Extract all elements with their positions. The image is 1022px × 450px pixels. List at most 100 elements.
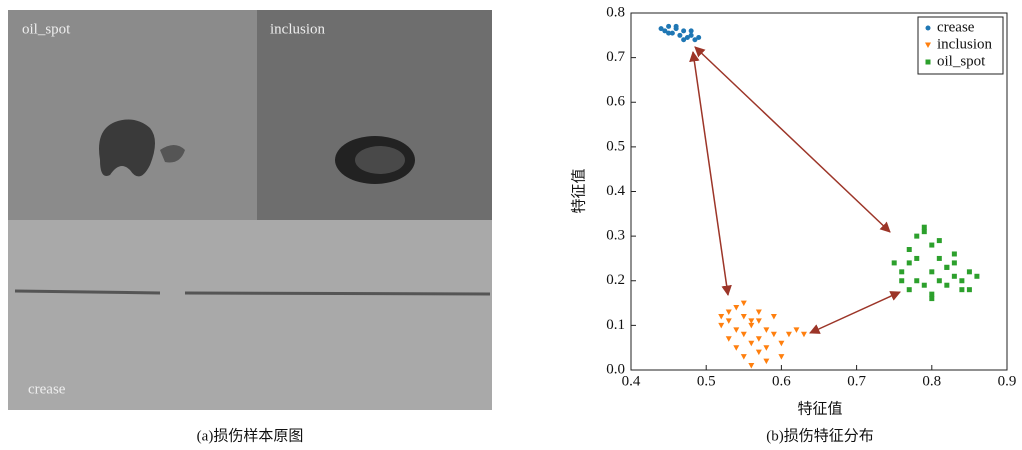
inclusion-tile	[257, 10, 492, 220]
point	[922, 229, 927, 234]
crease-defect	[15, 291, 160, 293]
point	[922, 225, 927, 230]
y-tick-label: 0.1	[606, 317, 625, 333]
y-tick-label: 0.0	[606, 361, 625, 377]
point	[677, 33, 682, 38]
y-tick-label: 0.7	[606, 49, 625, 65]
point	[922, 283, 927, 288]
point	[718, 314, 724, 320]
point	[756, 318, 762, 324]
x-tick-label: 0.6	[772, 373, 791, 389]
point	[907, 247, 912, 252]
point	[756, 336, 762, 342]
point	[726, 318, 732, 324]
y-tick-label: 0.2	[606, 272, 625, 288]
point	[793, 327, 799, 333]
point	[967, 269, 972, 274]
point	[718, 323, 724, 329]
point	[681, 37, 686, 42]
point	[952, 274, 957, 279]
arrow	[810, 292, 900, 333]
point	[892, 260, 897, 265]
image-label: crease	[28, 381, 66, 397]
point	[959, 278, 964, 283]
y-tick-label: 0.6	[606, 94, 625, 110]
y-tick-label: 0.5	[606, 138, 625, 154]
point	[689, 33, 694, 38]
point	[689, 28, 694, 33]
point	[937, 256, 942, 261]
point	[771, 332, 777, 338]
point	[771, 314, 777, 320]
image-label: oil_spot	[22, 21, 71, 37]
point	[763, 359, 769, 365]
legend-label: crease	[937, 19, 975, 35]
point	[959, 287, 964, 292]
point	[756, 350, 762, 356]
point	[914, 256, 919, 261]
legend-marker	[926, 60, 931, 65]
point	[937, 278, 942, 283]
point	[929, 296, 934, 301]
point	[929, 243, 934, 248]
point	[726, 309, 732, 315]
point	[778, 354, 784, 360]
point	[748, 341, 754, 347]
crease-defect	[185, 293, 490, 294]
legend-label: inclusion	[937, 36, 992, 52]
point	[899, 278, 904, 283]
point	[914, 234, 919, 239]
point	[741, 332, 747, 338]
point	[763, 327, 769, 333]
point	[929, 269, 934, 274]
y-tick-label: 0.3	[606, 228, 625, 244]
point	[741, 354, 747, 360]
point	[937, 238, 942, 243]
point	[952, 260, 957, 265]
legend-label: oil_spot	[937, 53, 986, 69]
point	[726, 336, 732, 342]
legend-marker	[926, 26, 931, 31]
point	[748, 363, 754, 369]
y-tick-label: 0.4	[606, 183, 625, 199]
point	[899, 269, 904, 274]
x-tick-label: 0.5	[697, 373, 716, 389]
inclusion-defect	[355, 146, 405, 174]
point	[763, 345, 769, 351]
arrows	[693, 47, 900, 333]
caption: (b)损伤特征分布	[766, 427, 874, 444]
arrow	[695, 47, 890, 232]
point	[756, 309, 762, 315]
point	[944, 265, 949, 270]
point	[907, 287, 912, 292]
point	[778, 341, 784, 347]
y-tick-label: 0.8	[606, 4, 625, 20]
point	[974, 274, 979, 279]
point	[696, 35, 701, 40]
x-tick-label: 0.9	[998, 373, 1017, 389]
point	[681, 28, 686, 33]
point	[741, 301, 747, 307]
point	[733, 327, 739, 333]
sample-image: oil_spot inclusion crease	[8, 10, 492, 410]
point	[733, 345, 739, 351]
y-axis-label: 特征值	[570, 168, 587, 213]
point	[914, 278, 919, 283]
point	[952, 251, 957, 256]
point	[666, 31, 671, 36]
point	[967, 287, 972, 292]
point	[733, 305, 739, 311]
point	[801, 332, 807, 338]
point	[786, 332, 792, 338]
point	[907, 260, 912, 265]
point	[666, 24, 671, 29]
caption: (a)损伤样本原图	[197, 427, 304, 444]
point	[944, 283, 949, 288]
arrow	[693, 52, 728, 295]
image-label: inclusion	[270, 21, 325, 37]
point	[674, 24, 679, 29]
x-tick-label: 0.7	[847, 373, 866, 389]
x-tick-label: 0.8	[922, 373, 941, 389]
oil-spot-tile	[8, 10, 257, 220]
figure: oil_spot inclusion crease (a)损伤样本原图 (b)损…	[0, 0, 1022, 450]
